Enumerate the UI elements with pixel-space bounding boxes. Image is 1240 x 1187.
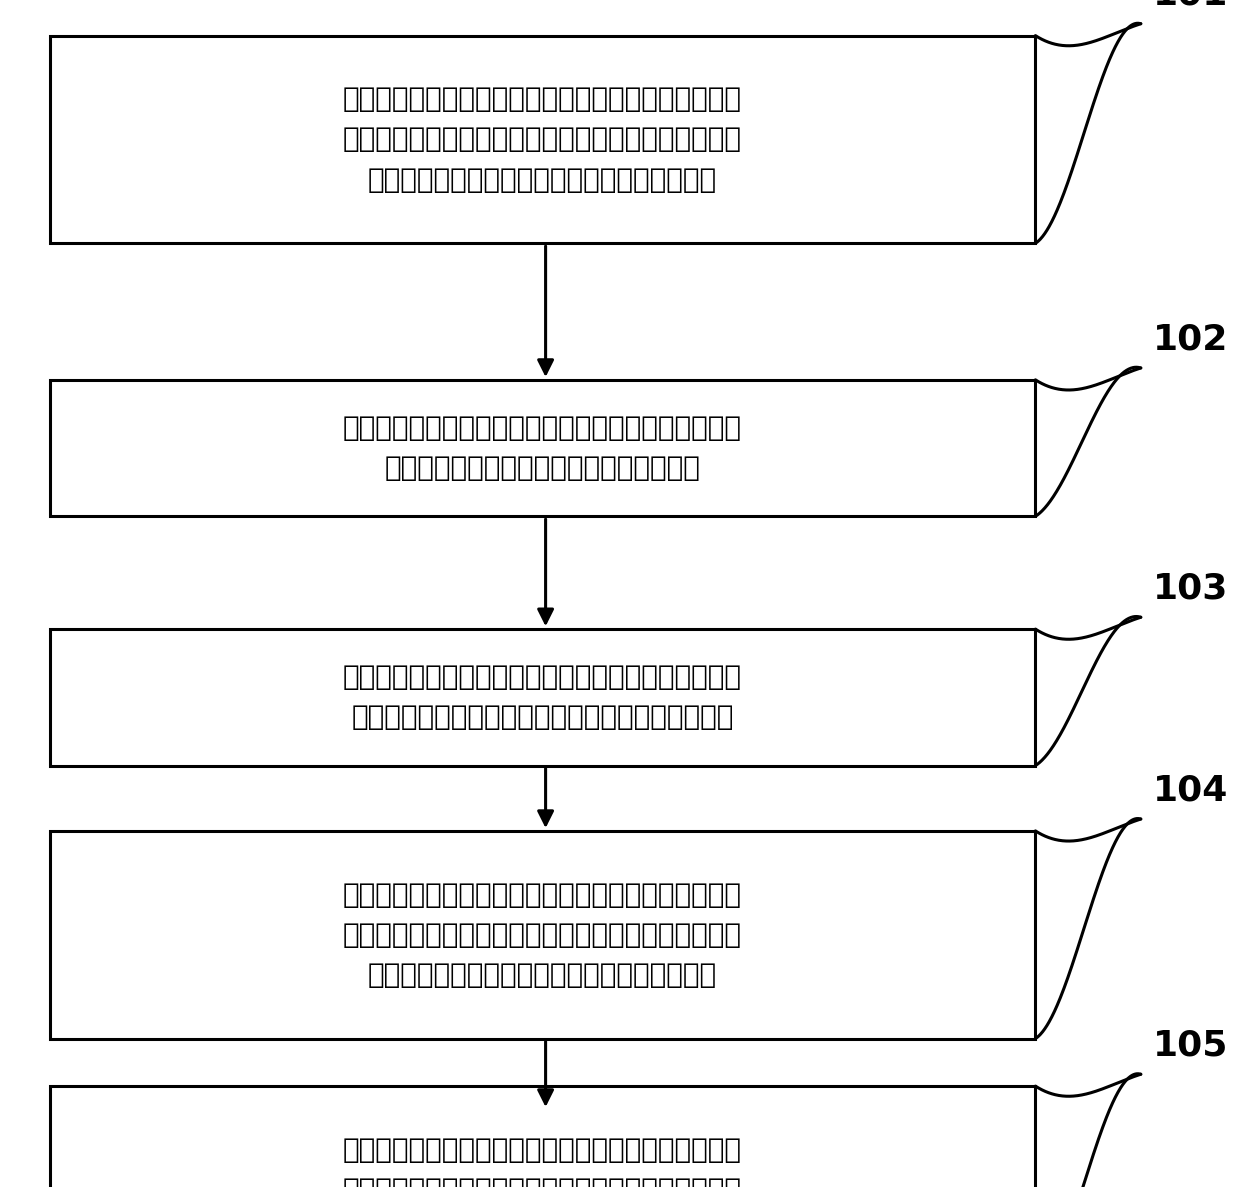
Text: 对活塞式发动机表面的板式结构建立三维实体仿真模型
及其有限元模型，进行板式结构的振动模态分析以得到
板式结构的表面模态结果集和表面节点坐标文件: 对活塞式发动机表面的板式结构建立三维实体仿真模型 及其有限元模型，进行板式结构的…	[343, 85, 742, 193]
Bar	[50, 380, 1035, 516]
Bar	[50, 36, 1035, 243]
Text: 104: 104	[1153, 773, 1229, 807]
Bar	[50, 629, 1035, 766]
Text: 103: 103	[1153, 571, 1229, 605]
Text: 结合有限元模型对三维实体仿真模型进行多体动力学分
析，获得活塞式发动机的多个不同的激励力: 结合有限元模型对三维实体仿真模型进行多体动力学分 析，获得活塞式发动机的多个不同…	[343, 414, 742, 482]
Bar	[50, 1086, 1035, 1187]
Text: 102: 102	[1153, 322, 1229, 356]
Text: 101: 101	[1153, 0, 1229, 12]
Text: 通过对板式结构施加不同的激励力，利用模态叠加原理
，计算得到板式结构在不同的激励力下的动响应结果: 通过对板式结构施加不同的激励力，利用模态叠加原理 ，计算得到板式结构在不同的激励…	[343, 664, 742, 731]
Bar	[50, 831, 1035, 1039]
Text: 105: 105	[1153, 1028, 1229, 1062]
Text: 直接把动响应结果赋予声学边界元网格模型的节点坐标
文件中的边界元网格节点，并计算得到板式结构声辐射
的声学物理量: 直接把动响应结果赋予声学边界元网格模型的节点坐标 文件中的边界元网格节点，并计算…	[343, 1136, 742, 1187]
Text: 对有限元模型粗化处理以得到不同于有限元模型的网格
大小、单元密度的包络面网格作为声学边界元网格模型
，同时得到声学边界元网格模型的节点坐标文件: 对有限元模型粗化处理以得到不同于有限元模型的网格 大小、单元密度的包络面网格作为…	[343, 881, 742, 989]
